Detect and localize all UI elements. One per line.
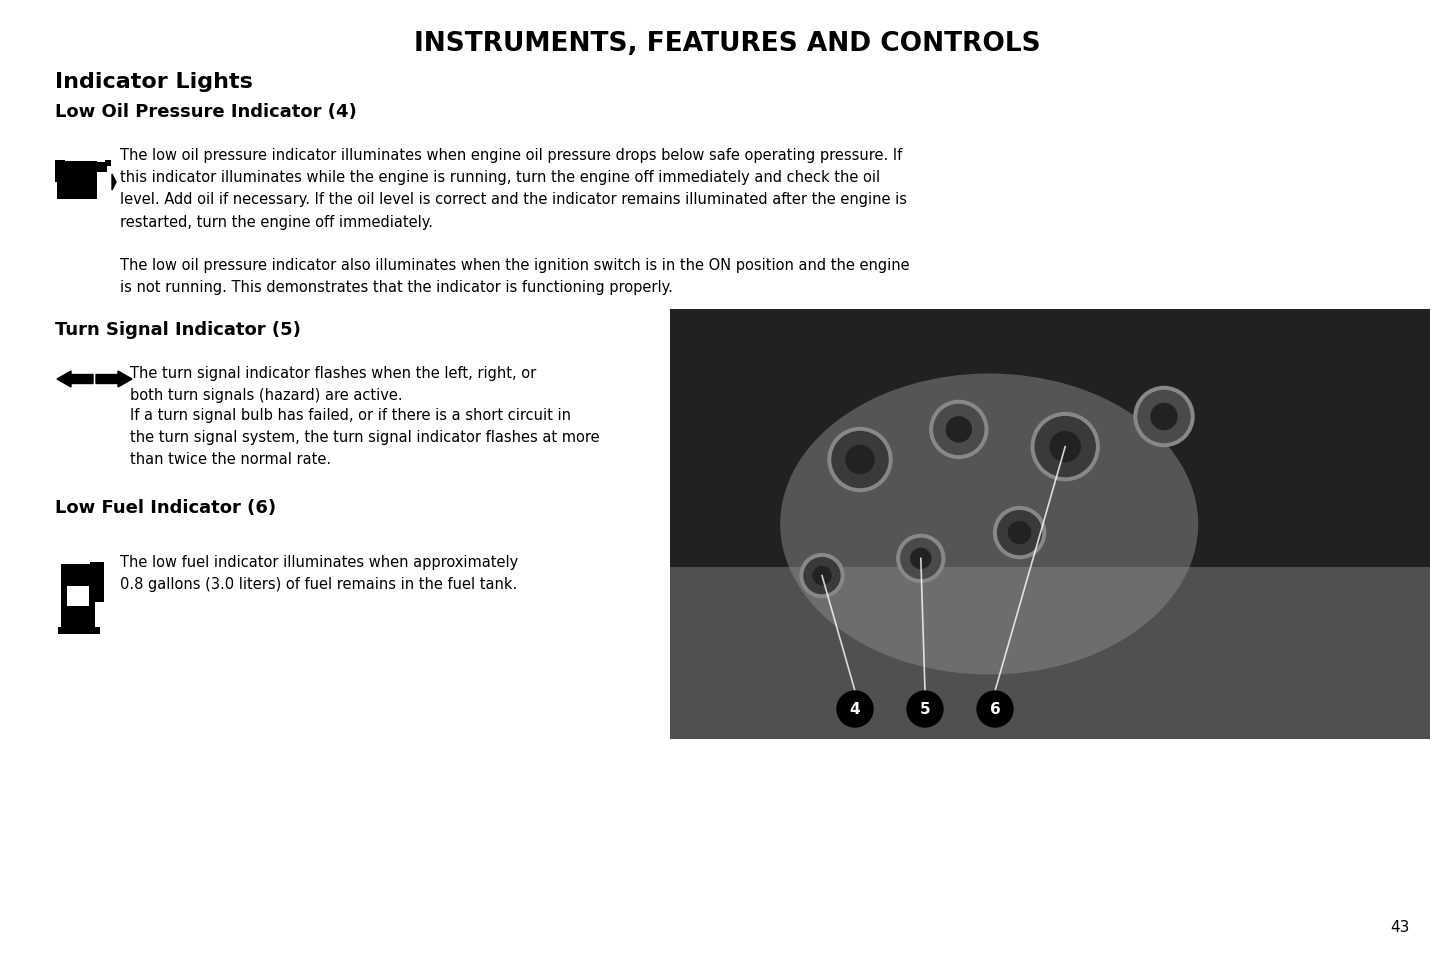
Bar [84,163,108,172]
Circle shape [1035,417,1095,477]
Circle shape [1138,391,1189,443]
Text: 43: 43 [1390,920,1410,935]
Circle shape [1134,387,1194,447]
Circle shape [1031,414,1099,481]
Text: Turn Signal Indicator (5): Turn Signal Indicator (5) [55,320,301,338]
Circle shape [897,535,945,583]
Circle shape [846,446,874,474]
Text: Indicator Lights: Indicator Lights [55,71,253,91]
Bar [55,161,65,183]
Circle shape [947,417,971,442]
Text: 5: 5 [920,701,931,717]
Circle shape [832,432,888,488]
Circle shape [827,428,891,492]
Circle shape [813,567,832,585]
Circle shape [804,558,840,594]
Circle shape [1050,432,1080,462]
Bar [61,571,95,628]
Circle shape [993,507,1045,559]
Circle shape [800,554,843,598]
Circle shape [910,549,931,569]
Text: The turn signal indicator flashes when the left, right, or
both turn signals (ha: The turn signal indicator flashes when t… [129,366,537,403]
Bar [670,310,1429,740]
Circle shape [901,538,941,578]
Text: 4: 4 [849,701,861,717]
Circle shape [997,511,1041,555]
Bar [57,162,97,200]
FancyArrow shape [96,372,132,388]
Circle shape [838,691,872,727]
Circle shape [933,405,984,455]
Text: INSTRUMENTS, FEATURES AND CONTROLS: INSTRUMENTS, FEATURES AND CONTROLS [414,30,1040,57]
Circle shape [977,691,1013,727]
Circle shape [907,691,944,727]
Bar [95,571,105,602]
Text: If a turn signal bulb has failed, or if there is a short circuit in
the turn sig: If a turn signal bulb has failed, or if … [129,408,599,467]
Ellipse shape [781,375,1198,675]
Bar [670,567,1429,740]
Bar [670,310,1429,567]
Polygon shape [112,174,116,191]
Bar [90,562,105,573]
Text: 6: 6 [990,701,1000,717]
FancyArrow shape [57,372,93,388]
Text: The low fuel indicator illuminates when approximately
0.8 gallons (3.0 liters) o: The low fuel indicator illuminates when … [121,555,518,592]
Bar [105,161,111,167]
Bar [58,627,100,635]
Text: Low Oil Pressure Indicator (4): Low Oil Pressure Indicator (4) [55,103,356,121]
Text: The low oil pressure indicator also illuminates when the ignition switch is in t: The low oil pressure indicator also illu… [121,257,910,294]
Circle shape [1009,522,1031,544]
Text: Low Fuel Indicator (6): Low Fuel Indicator (6) [55,498,276,517]
Bar [67,586,89,606]
Text: The low oil pressure indicator illuminates when engine oil pressure drops below : The low oil pressure indicator illuminat… [121,148,907,230]
Circle shape [929,401,987,459]
Circle shape [1152,404,1176,430]
Bar [61,564,93,573]
